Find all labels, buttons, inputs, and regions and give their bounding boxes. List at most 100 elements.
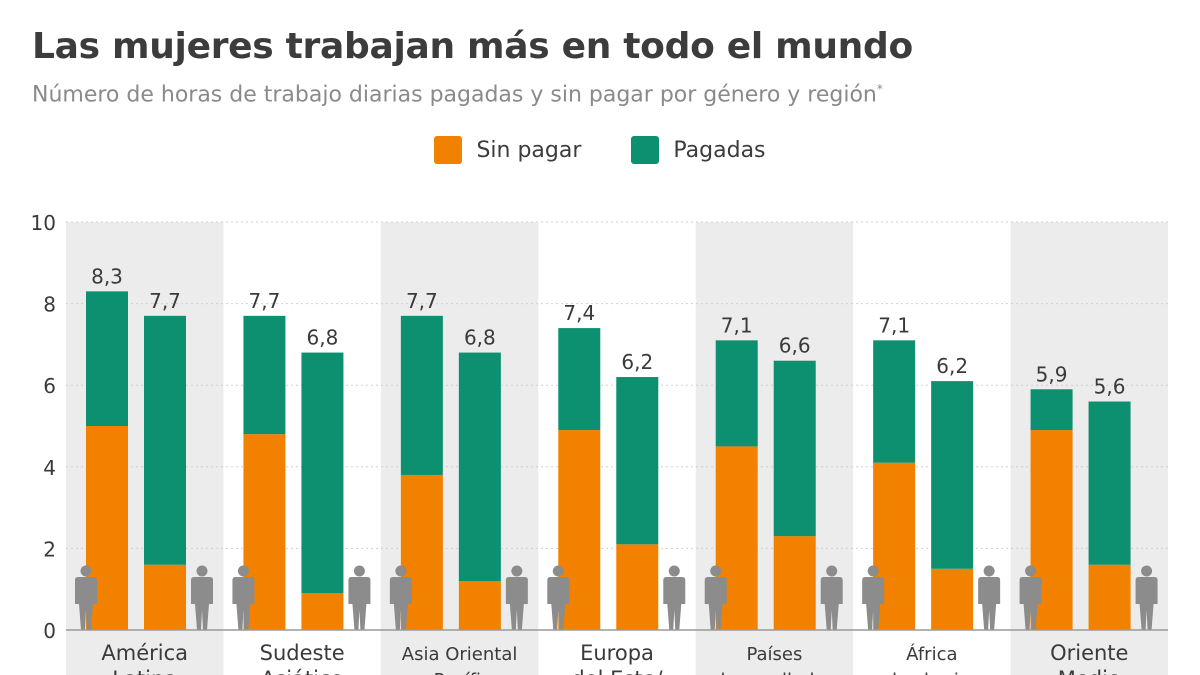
- person-icon-men: [505, 565, 528, 630]
- bar-paid-men: [1088, 401, 1131, 565]
- legend-item-paid: Pagadas: [631, 136, 766, 164]
- category-label: desarrollados: [714, 670, 835, 675]
- total-label-women: 7,1: [878, 313, 910, 337]
- bar-paid-men: [144, 315, 186, 565]
- person-head: [1141, 565, 1153, 577]
- person-icon-women: [862, 565, 885, 630]
- total-label-women: 7,7: [406, 289, 438, 313]
- category-label: y Pacífico: [417, 670, 502, 675]
- chart-title: Las mujeres trabajan más en todo el mund…: [32, 26, 913, 67]
- person-icon-men: [348, 565, 371, 630]
- person-head: [826, 565, 838, 577]
- y-tick-label: 10: [31, 211, 56, 235]
- total-label-men: 6,8: [464, 326, 496, 350]
- person-body: [75, 577, 97, 630]
- person-head: [196, 565, 208, 577]
- category-label: subsahariana: [871, 670, 992, 675]
- person-icon-women: [704, 565, 727, 630]
- person-icon-men: [191, 565, 213, 630]
- bar-paid-women: [558, 328, 601, 431]
- bar-unpaid-men: [773, 536, 816, 630]
- legend-swatch-paid: [631, 136, 660, 164]
- y-tick-label: 2: [43, 537, 56, 561]
- bar-paid-women: [243, 315, 286, 435]
- bar-paid-men: [773, 360, 816, 537]
- category-label: Europa: [580, 641, 654, 665]
- person-body: [862, 577, 885, 630]
- person-icon-men: [1135, 565, 1158, 630]
- total-label-men: 6,6: [779, 334, 811, 358]
- person-body: [1135, 577, 1158, 630]
- bar-paid-men: [931, 381, 974, 569]
- category-label: Medio: [1058, 667, 1121, 675]
- person-head: [511, 565, 523, 577]
- person-head: [710, 565, 722, 577]
- person-icon-men: [978, 565, 1001, 630]
- bar-unpaid-men: [301, 593, 344, 630]
- y-tick-label: 4: [43, 456, 56, 480]
- person-icon-women: [232, 565, 255, 630]
- y-tick-label: 8: [43, 293, 56, 317]
- bar-unpaid-men: [458, 581, 501, 630]
- bar-unpaid-men: [616, 544, 659, 630]
- person-icon-women: [75, 565, 97, 630]
- bar-unpaid-men: [1088, 564, 1131, 630]
- category-label: África: [906, 643, 957, 665]
- y-tick-label: 6: [43, 374, 56, 398]
- total-label-women: 5,9: [1036, 362, 1068, 386]
- person-head: [867, 565, 879, 577]
- bar-paid-men: [616, 377, 659, 545]
- total-label-men: 5,6: [1094, 375, 1126, 399]
- person-head: [983, 565, 995, 577]
- bar-paid-women: [400, 315, 443, 475]
- person-body: [389, 577, 412, 630]
- person-body: [820, 577, 843, 630]
- person-head: [395, 565, 407, 577]
- total-label-men: 6,2: [621, 350, 653, 374]
- person-icon-women: [1019, 565, 1042, 630]
- person-head: [237, 565, 249, 577]
- person-body: [704, 577, 727, 630]
- person-head: [552, 565, 564, 577]
- total-label-women: 7,4: [563, 301, 595, 325]
- bar-paid-women: [1030, 389, 1073, 431]
- legend: Sin pagar Pagadas: [0, 136, 1200, 164]
- legend-label-unpaid: Sin pagar: [476, 137, 582, 163]
- person-icon-women: [547, 565, 570, 630]
- category-label: Latina: [112, 667, 177, 675]
- person-body: [348, 577, 371, 630]
- bar-paid-women: [86, 291, 128, 426]
- total-label-men: 6,2: [936, 354, 968, 378]
- bar-paid-men: [301, 352, 344, 594]
- category-label: Sudeste: [260, 641, 345, 665]
- bar-unpaid-women: [400, 474, 443, 630]
- person-body: [978, 577, 1001, 630]
- legend-label-paid: Pagadas: [673, 137, 766, 163]
- chart-subtitle: Número de horas de trabajo diarias pagad…: [32, 82, 883, 107]
- bar-unpaid-men: [931, 568, 974, 630]
- category-label: Asia Oriental: [402, 644, 518, 665]
- category-label: Oriente: [1050, 641, 1128, 665]
- total-label-men: 6,8: [307, 326, 339, 350]
- bar-paid-men: [458, 352, 501, 582]
- legend-swatch-unpaid: [434, 136, 463, 164]
- total-label-women: 7,1: [721, 313, 753, 337]
- total-label-men: 7,7: [149, 289, 181, 313]
- person-head: [80, 565, 92, 577]
- person-icon-men: [663, 565, 686, 630]
- subtitle-footnote-mark: *: [876, 82, 883, 96]
- person-body: [547, 577, 570, 630]
- subtitle-text: Número de horas de trabajo diarias pagad…: [32, 82, 877, 108]
- person-body: [191, 577, 213, 630]
- category-label: del Este/: [571, 667, 663, 675]
- person-icon-men: [820, 565, 843, 630]
- bar-paid-women: [715, 340, 758, 447]
- legend-item-unpaid: Sin pagar: [434, 136, 581, 164]
- person-icon-women: [389, 565, 412, 630]
- person-body: [232, 577, 255, 630]
- category-label: Países: [746, 644, 802, 665]
- bar-paid-women: [873, 340, 916, 463]
- total-label-women: 8,3: [91, 264, 123, 288]
- bar-unpaid-men: [144, 564, 186, 630]
